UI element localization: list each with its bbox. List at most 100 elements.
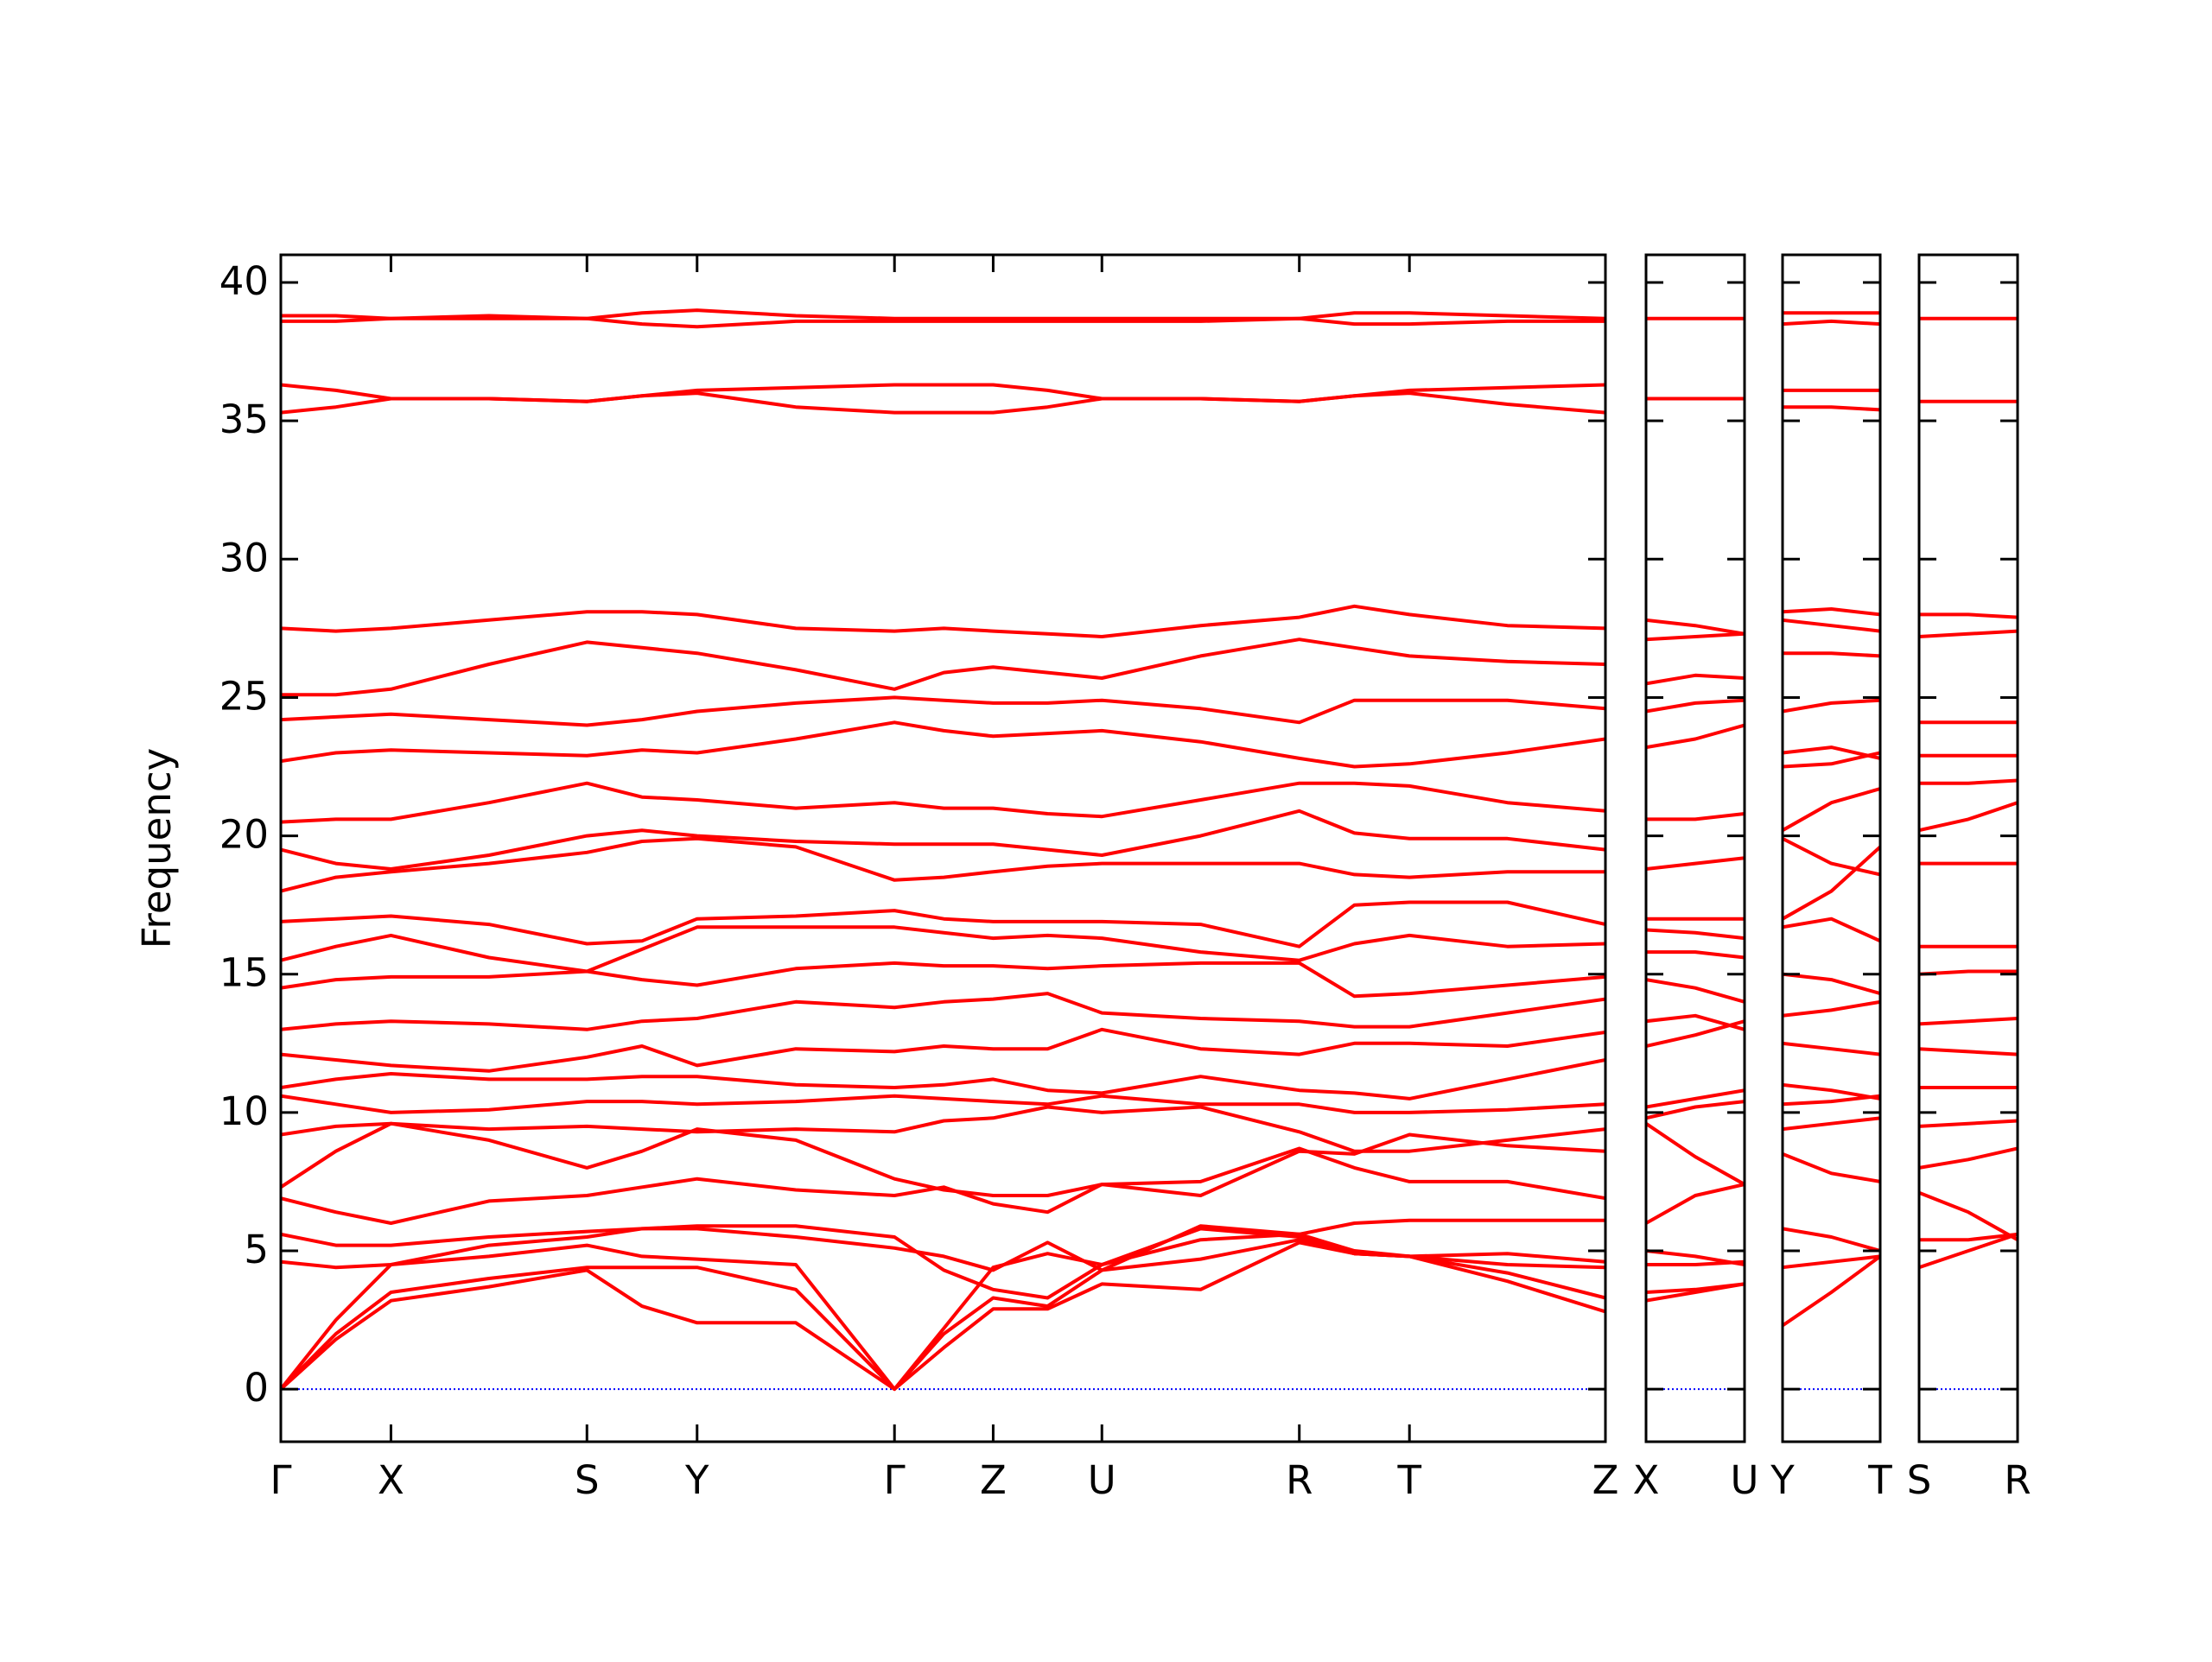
y-tick-label: 35 — [219, 396, 269, 442]
band-line — [1646, 631, 1745, 642]
band-line — [1646, 812, 1745, 821]
y-tick-label: 5 — [244, 1227, 269, 1272]
band-line — [281, 316, 1605, 329]
band-line — [1919, 1146, 2018, 1170]
band-line — [281, 961, 1605, 999]
band-line — [1646, 950, 1745, 960]
band-line — [281, 1094, 1605, 1114]
band-line — [281, 1058, 1605, 1101]
band-line — [1646, 673, 1745, 686]
band-line — [1919, 778, 2018, 785]
x-tick-label: U — [1731, 1457, 1759, 1503]
band-line — [281, 604, 1605, 638]
x-tick-label: X — [1633, 1457, 1660, 1503]
band-line — [1646, 1249, 1745, 1266]
y-tick-label: 15 — [219, 950, 269, 996]
band-line — [1919, 1017, 2018, 1026]
band-line — [281, 1146, 1605, 1225]
x-tick-label: S — [575, 1457, 600, 1503]
x-tick-label: R — [2004, 1457, 2031, 1503]
x-tick-label: Γ — [884, 1457, 906, 1503]
band-line — [1646, 1282, 1745, 1294]
y-tick-label: 0 — [244, 1365, 269, 1411]
axes-frame — [1781, 253, 1882, 1443]
band-line — [281, 1027, 1605, 1073]
x-tick-label: Z — [1592, 1457, 1619, 1503]
band-line — [1783, 1254, 1880, 1328]
x-tick-label: S — [1907, 1457, 1932, 1503]
band-line — [1646, 1183, 1745, 1225]
band-line — [1919, 1232, 2018, 1270]
band-line — [281, 1238, 1605, 1392]
band-line — [1783, 1152, 1880, 1183]
band-line — [281, 925, 1605, 974]
band-line — [1783, 1041, 1880, 1056]
x-tick-label: U — [1088, 1457, 1116, 1503]
band-line — [281, 695, 1605, 727]
band-line — [281, 638, 1605, 697]
band-line — [1919, 612, 2018, 619]
band-line — [1646, 928, 1745, 941]
band-line — [281, 900, 1605, 948]
band-line — [281, 383, 1605, 403]
band-line — [281, 781, 1605, 824]
band-line — [1646, 1100, 1745, 1120]
x-tick-label: T — [1396, 1457, 1421, 1503]
band-line — [1919, 1190, 2018, 1241]
band-line — [1783, 698, 1880, 714]
band-line — [1783, 1082, 1880, 1101]
y-tick-label: 30 — [219, 535, 269, 580]
band-line — [1919, 629, 2018, 638]
band-line — [281, 836, 1605, 893]
band-line — [281, 1121, 1605, 1197]
band-line — [1646, 1122, 1745, 1186]
plot-area — [1783, 311, 1880, 1391]
band-line — [1783, 607, 1880, 617]
band-line — [281, 1240, 1605, 1392]
band-line — [281, 1224, 1605, 1300]
band-line — [1783, 618, 1880, 633]
plot-area — [1919, 316, 2018, 1391]
band-line — [1783, 1116, 1880, 1132]
band-line — [1783, 837, 1880, 877]
plot-area — [1646, 316, 1745, 1391]
band-line — [281, 720, 1605, 769]
band-line — [1783, 999, 1880, 1018]
y-tick-label: 25 — [219, 673, 269, 719]
band-line — [1783, 745, 1880, 760]
band-line — [281, 992, 1605, 1031]
band-line — [1783, 1227, 1880, 1253]
band-line — [1646, 723, 1745, 750]
band-line — [1646, 698, 1745, 714]
y-tick-label: 10 — [219, 1088, 269, 1134]
band-line — [1919, 1119, 2018, 1128]
band-line — [1783, 1094, 1880, 1107]
y-axis-label: Frequency — [134, 748, 180, 948]
band-line — [1783, 651, 1880, 658]
x-tick-label: X — [378, 1457, 404, 1503]
band-line — [1783, 972, 1880, 996]
band-line — [281, 809, 1605, 871]
x-tick-label: T — [1867, 1457, 1892, 1503]
x-tick-label: Γ — [270, 1457, 291, 1503]
band-line — [1646, 978, 1745, 1004]
x-tick-label: Y — [1770, 1457, 1795, 1503]
band-line — [1783, 787, 1880, 832]
band-line — [1646, 618, 1745, 636]
band-line — [281, 1218, 1605, 1272]
band-line — [1783, 845, 1880, 921]
y-tick-label: 40 — [219, 258, 269, 304]
band-line — [1646, 1088, 1745, 1109]
band-line — [281, 1232, 1605, 1392]
axes-frame — [279, 253, 1607, 1443]
y-tick-label: 20 — [219, 812, 269, 858]
x-tick-label: Y — [684, 1457, 709, 1503]
band-line — [1646, 1013, 1745, 1031]
band-line — [1783, 1254, 1880, 1270]
band-line — [1646, 856, 1745, 871]
band-line — [1783, 751, 1880, 769]
band-line — [281, 1105, 1605, 1153]
axes-frame — [1917, 253, 2019, 1443]
